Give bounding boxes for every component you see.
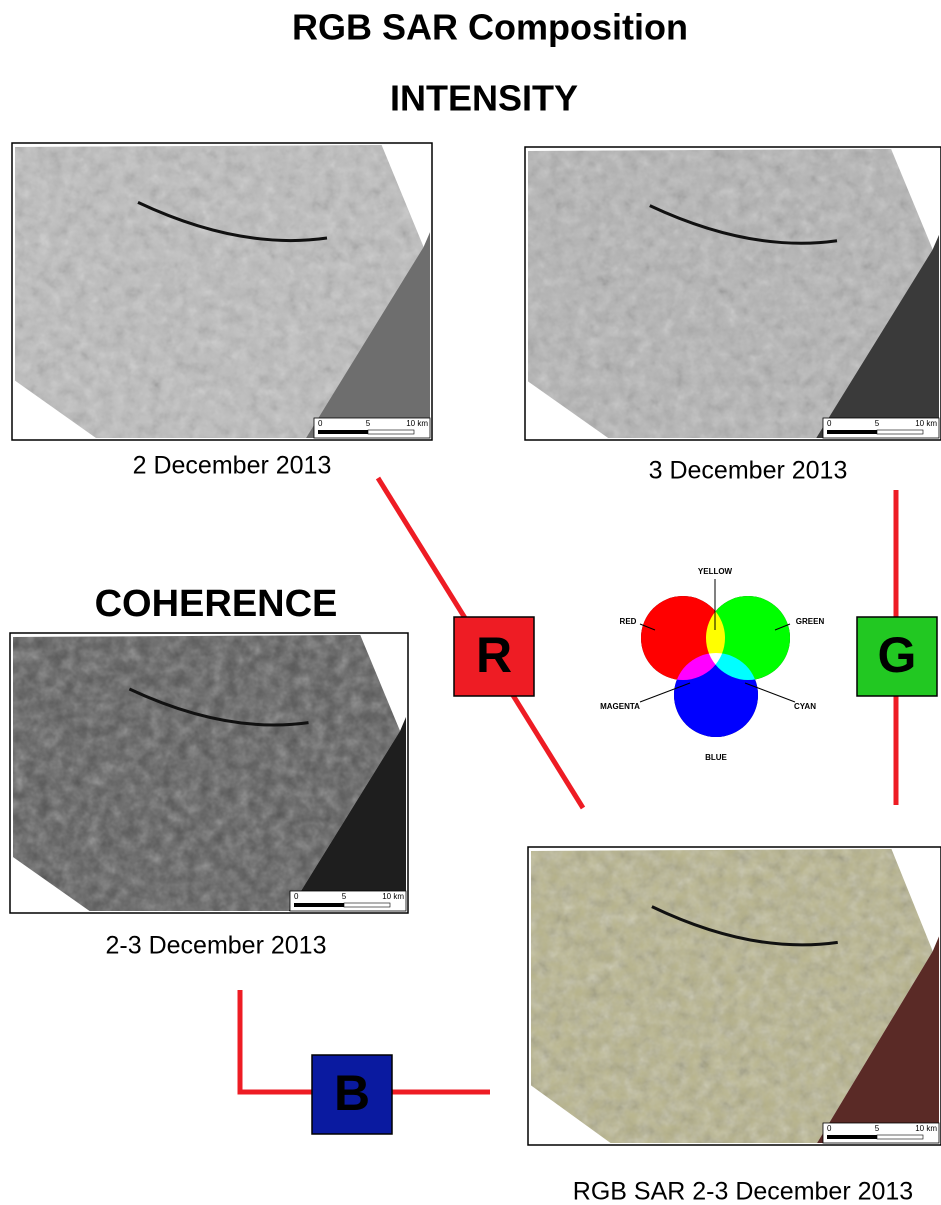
wheel-label: BLUE [705, 753, 727, 762]
wheel-label: RED [620, 617, 637, 626]
image-caption: RGB SAR 2-3 December 2013 [573, 1178, 913, 1205]
wheel-label: MAGENTA [600, 702, 640, 711]
image-caption: 3 December 2013 [649, 457, 848, 485]
scale-label: 10 km [915, 1124, 937, 1133]
wheel-label: GREEN [796, 617, 825, 626]
scale-bar-dark [827, 430, 877, 434]
scale-label: 10 km [915, 419, 937, 428]
scale-bar-dark [827, 1135, 877, 1139]
scale-label: 5 [875, 419, 880, 428]
scale-bar-light [344, 903, 390, 907]
scale-label: 0 [318, 419, 323, 428]
scale-label: 5 [366, 419, 371, 428]
scale-label: 0 [827, 1124, 832, 1133]
scale-label: 0 [827, 419, 832, 428]
scale-label: 10 km [382, 892, 404, 901]
image-caption: 2 December 2013 [133, 452, 332, 480]
scale-label: 0 [294, 892, 299, 901]
scale-bar-light [877, 430, 923, 434]
scale-label: 5 [875, 1124, 880, 1133]
scale-label: 10 km [406, 419, 428, 428]
channel-letter: R [476, 627, 512, 683]
channel-letter: G [878, 627, 917, 683]
channel-letter: B [334, 1065, 370, 1121]
image-caption: 2-3 December 2013 [106, 932, 327, 960]
title: RGB SAR Composition [292, 7, 688, 48]
intensity-heading: INTENSITY [390, 78, 578, 119]
scale-bar-light [368, 430, 414, 434]
scale-bar-dark [318, 430, 368, 434]
scale-bar-light [877, 1135, 923, 1139]
wheel-label: CYAN [794, 702, 816, 711]
coherence-heading: COHERENCE [95, 583, 338, 625]
page: RGB SAR Composition INTENSITY COHERENCE … [0, 0, 941, 1205]
scale-label: 5 [342, 892, 347, 901]
scale-bar-dark [294, 903, 344, 907]
wheel-label: YELLOW [698, 567, 733, 576]
